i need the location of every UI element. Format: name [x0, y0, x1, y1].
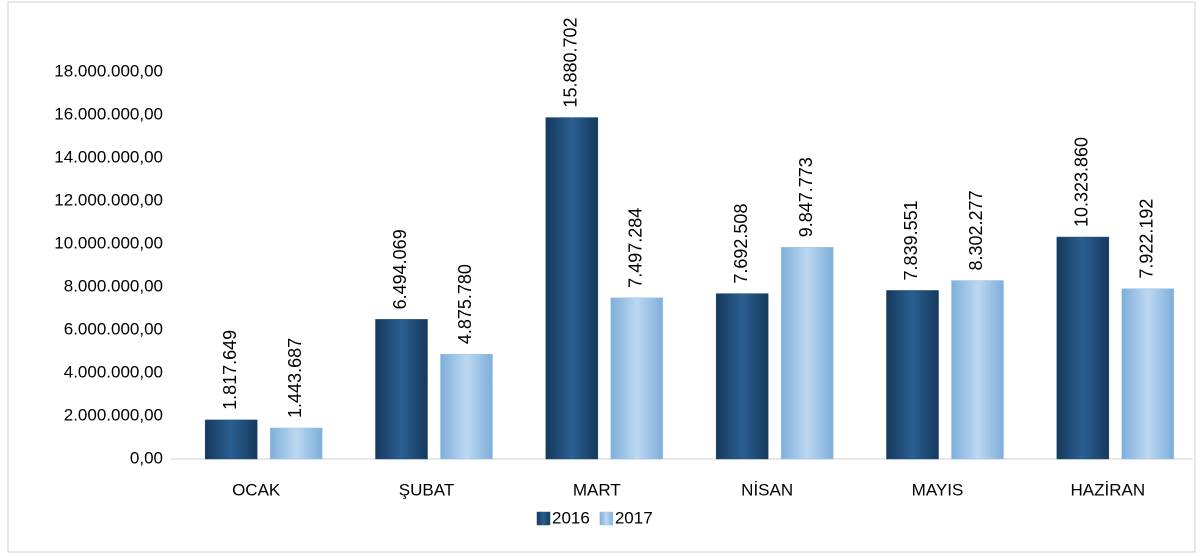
data-label: 1.443.687 [285, 338, 305, 418]
data-label: 7.497.284 [626, 208, 646, 288]
y-tick-label: 10.000.000,00 [54, 233, 163, 252]
data-label: 9.847.773 [796, 157, 816, 237]
y-tick-label: 4.000.000,00 [64, 362, 163, 381]
y-tick-label: 8.000.000,00 [64, 276, 163, 295]
data-label: 8.302.277 [966, 190, 986, 270]
data-label: 7.839.551 [901, 200, 921, 280]
bar [440, 353, 493, 460]
data-label: 7.922.192 [1137, 199, 1157, 279]
y-tick-label: 18.000.000,00 [54, 61, 163, 80]
chart-border [7, 1, 1196, 553]
legend-swatch [599, 511, 614, 526]
bar [886, 290, 939, 460]
bar [375, 319, 428, 460]
bar [545, 117, 599, 460]
bar [951, 280, 1004, 460]
bar [780, 247, 834, 460]
bar [269, 427, 323, 460]
x-tick-label: NİSAN [741, 480, 793, 499]
x-tick-label: MAYIS [912, 480, 964, 499]
x-tick-label: ŞUBAT [399, 480, 454, 499]
data-label: 10.323.860 [1072, 137, 1092, 227]
bar [204, 419, 258, 460]
legend-label: 2016 [552, 508, 590, 527]
y-tick-label: 6.000.000,00 [64, 319, 163, 338]
bar [1121, 288, 1175, 460]
bar [1056, 236, 1110, 460]
x-tick-label: HAZİRAN [1071, 480, 1146, 499]
data-label: 15.880.702 [561, 17, 581, 107]
y-tick-label: 2.000.000,00 [64, 405, 163, 424]
data-label: 4.875.780 [455, 264, 475, 344]
x-tick-label: MART [573, 480, 621, 499]
data-label: 1.817.649 [220, 330, 240, 410]
y-tick-label: 12.000.000,00 [54, 190, 163, 209]
legend-label: 2017 [615, 508, 653, 527]
legend-swatch [536, 511, 551, 526]
bar [715, 293, 769, 460]
y-tick-label: 14.000.000,00 [54, 147, 163, 166]
data-label: 7.692.508 [731, 204, 751, 284]
y-tick-label: 0,00 [130, 448, 163, 467]
bar [610, 297, 664, 460]
y-tick-label: 16.000.000,00 [54, 104, 163, 123]
data-label: 6.494.069 [390, 229, 410, 309]
x-tick-label: OCAK [232, 480, 281, 499]
